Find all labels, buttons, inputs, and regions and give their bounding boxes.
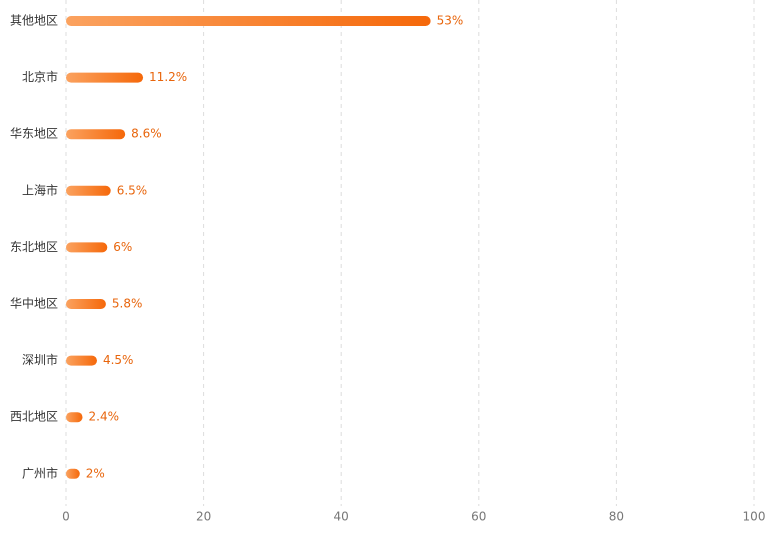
value-label: 8.6% <box>131 127 162 141</box>
y-tick-label: 华中地区 <box>10 296 58 311</box>
bar <box>66 468 80 479</box>
y-tick-label: 东北地区 <box>10 240 58 254</box>
bar <box>66 16 431 26</box>
value-label: 11.2% <box>149 70 187 84</box>
bar <box>66 185 111 196</box>
value-label: 53% <box>437 14 464 28</box>
value-label: 6% <box>113 240 132 254</box>
value-label: 5.8% <box>112 297 142 311</box>
x-tick-label: 60 <box>471 510 486 524</box>
bar <box>66 412 83 423</box>
value-label: 2% <box>86 466 105 480</box>
x-tick-label: 0 <box>62 510 70 524</box>
y-tick-label: 深圳市 <box>22 352 58 367</box>
bar <box>66 129 126 140</box>
y-tick-label: 其他地区 <box>10 14 58 28</box>
x-tick-label: 20 <box>196 510 211 524</box>
y-tick-label: 上海市 <box>22 182 58 197</box>
y-tick-label: 北京市 <box>22 69 58 84</box>
y-tick-label: 西北地区 <box>10 410 58 424</box>
y-tick-label: 广州市 <box>22 465 58 480</box>
value-label: 6.5% <box>117 183 148 197</box>
x-tick-label: 80 <box>609 510 624 524</box>
bar <box>66 299 106 309</box>
value-label: 4.5% <box>103 353 133 367</box>
value-label: 2.4% <box>89 410 120 424</box>
x-tick-label: 40 <box>334 510 349 524</box>
y-tick-label: 华东地区 <box>10 127 58 141</box>
x-tick-label: 100 <box>743 510 766 524</box>
bar <box>66 355 97 366</box>
bar <box>66 72 144 83</box>
bar <box>66 242 108 253</box>
